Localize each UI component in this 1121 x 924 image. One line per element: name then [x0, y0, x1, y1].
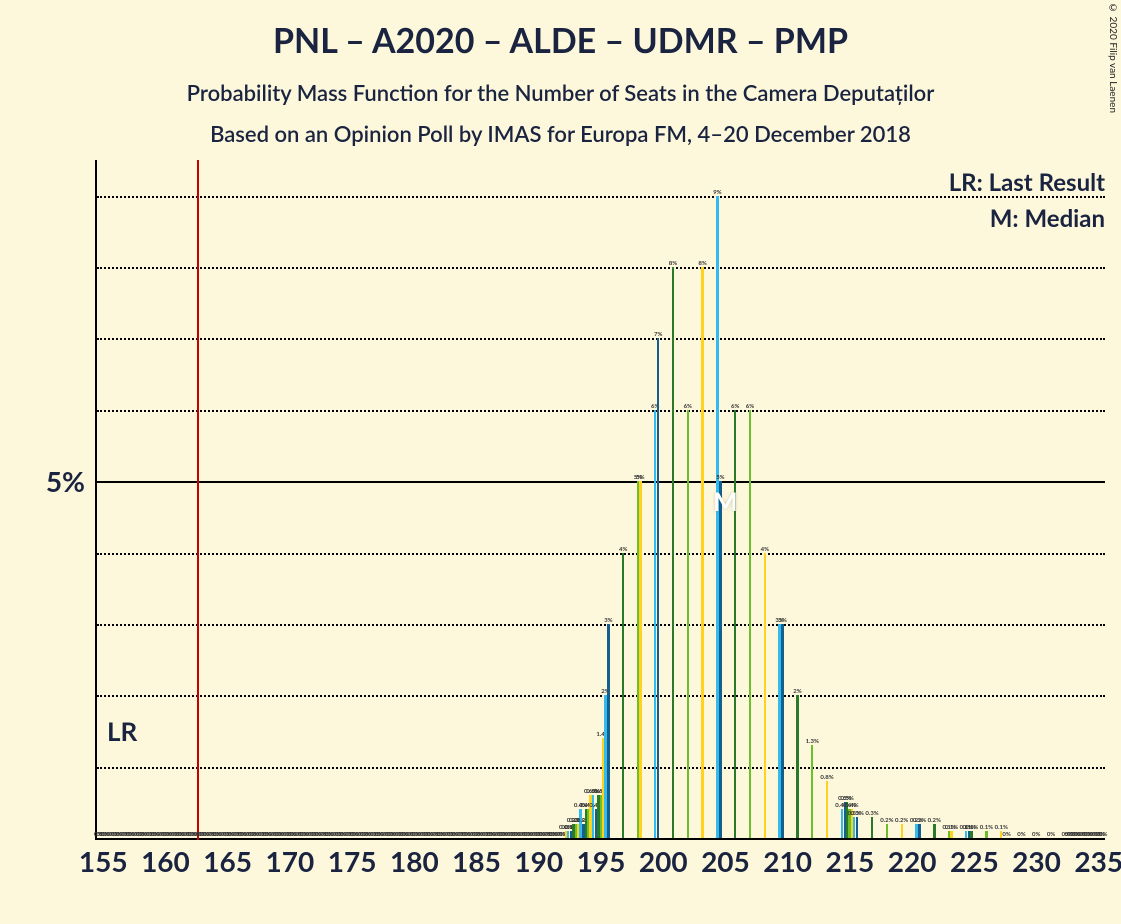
- bar: 0.2%: [933, 824, 935, 838]
- x-tick-label: 215: [826, 844, 875, 878]
- bar-value-label: 4%: [761, 546, 769, 553]
- bar-value-label: 0.2%: [895, 817, 908, 824]
- bar-value-label: 5%: [716, 474, 724, 481]
- bar-value-label: 0%: [1002, 831, 1010, 838]
- bar: 0.1%: [950, 831, 952, 838]
- x-tick-label: 195: [577, 844, 626, 878]
- x-tick-label: 235: [1074, 844, 1121, 878]
- bar: 3%: [607, 624, 609, 838]
- bar-value-label: 6%: [746, 403, 754, 410]
- bar-value-label: 0.3%: [851, 810, 864, 817]
- x-tick-label: 205: [701, 844, 750, 878]
- x-tick-label: 155: [79, 844, 128, 878]
- bar-value-label: 0.1%: [945, 824, 958, 831]
- bar-value-label: 3%: [604, 617, 612, 624]
- bar-value-label: 0.1%: [980, 824, 993, 831]
- bar: 6%: [654, 410, 656, 838]
- x-tick-label: 225: [950, 844, 999, 878]
- bar: 0.2%: [886, 824, 888, 838]
- bar: 6%: [749, 410, 751, 838]
- bar: 1.3%: [811, 745, 813, 838]
- bar: 0.2%: [918, 824, 920, 838]
- bar: 6%: [734, 410, 736, 838]
- bar: 4%: [764, 553, 766, 838]
- chart-root: © 2020 Filip van Laenen PNL – A2020 – AL…: [0, 0, 1121, 924]
- bar: 0.8%: [826, 781, 828, 838]
- x-tick-label: 160: [141, 844, 190, 878]
- x-tick-label: 230: [1012, 844, 1061, 878]
- bar: 0.1%: [985, 831, 987, 838]
- x-tick-label: 175: [328, 844, 377, 878]
- bar-value-label: 0.1%: [995, 824, 1008, 831]
- chart-subtitle-1: Probability Mass Function for the Number…: [0, 79, 1121, 106]
- bar-value-label: 6%: [684, 403, 692, 410]
- bar-value-label: 0.8%: [820, 774, 833, 781]
- bar-value-label: 1.3%: [806, 738, 819, 745]
- x-tick-label: 220: [888, 844, 937, 878]
- bar: 6%: [687, 410, 689, 838]
- chart-subtitle-2: Based on an Opinion Poll by IMAS for Eur…: [0, 120, 1121, 147]
- bar-value-label: 0%: [1047, 831, 1055, 838]
- bar: 5%: [719, 481, 721, 838]
- chart-title: PNL – A2020 – ALDE – UDMR – PMP: [0, 20, 1121, 61]
- bar-value-label: 0.3%: [865, 810, 878, 817]
- bar-value-label: 4%: [619, 546, 627, 553]
- bar-value-label: 7%: [654, 331, 662, 338]
- bar: 4%: [622, 553, 624, 838]
- bar-value-label: 0%: [1099, 831, 1107, 838]
- bar: 2%: [796, 695, 798, 838]
- x-tick-label: 180: [390, 844, 439, 878]
- bar: 3%: [781, 624, 783, 838]
- plot-area: LR 0%0%0%0%0%0%0%0%0%0%0%0%0%0%0%0%0%0%0…: [95, 160, 1105, 840]
- x-tick-label: 170: [266, 844, 315, 878]
- bar-value-label: 0%: [1017, 831, 1025, 838]
- bars-layer: 0%0%0%0%0%0%0%0%0%0%0%0%0%0%0%0%0%0%0%0%…: [97, 160, 1105, 838]
- bar-value-label: 0.2%: [928, 817, 941, 824]
- bar-value-label: 0.5%: [841, 795, 854, 802]
- bar-value-label: 8%: [669, 260, 677, 267]
- bar-value-label: 0.1%: [965, 824, 978, 831]
- x-tick-label: 210: [763, 844, 812, 878]
- bar-value-label: 6%: [731, 403, 739, 410]
- bar: 8%: [701, 267, 703, 838]
- x-tick-label: 200: [639, 844, 688, 878]
- bar-value-label: 0%: [1032, 831, 1040, 838]
- bar-value-label: 5%: [636, 474, 644, 481]
- bar-value-label: 9%: [713, 189, 721, 196]
- x-tick-label: 190: [514, 844, 563, 878]
- x-tick-label: 165: [203, 844, 252, 878]
- bar-value-label: 2%: [793, 688, 801, 695]
- median-label: M: [713, 485, 738, 517]
- y-tick-label: 5%: [46, 464, 85, 498]
- bar-value-label: 3%: [778, 617, 786, 624]
- bar: 0.3%: [871, 817, 873, 838]
- bar-value-label: 8%: [698, 260, 706, 267]
- bar-value-label: 0.4%: [845, 802, 858, 809]
- bar: 8%: [672, 267, 674, 838]
- x-axis: [95, 838, 1105, 840]
- legend-entry: M: Median: [990, 204, 1105, 233]
- bar: 5%: [639, 481, 641, 838]
- bar: 0.2%: [901, 824, 903, 838]
- bar: 7%: [657, 338, 659, 838]
- legend-entry: LR: Last Result: [949, 168, 1105, 197]
- x-tick-labels: 1551601651701751801851901952002052102152…: [95, 844, 1105, 894]
- titles: PNL – A2020 – ALDE – UDMR – PMP Probabil…: [0, 14, 1121, 147]
- bar: 0.3%: [856, 817, 858, 838]
- bar: 0.3%: [853, 817, 855, 838]
- bar-value-label: 0.2%: [880, 817, 893, 824]
- bar-value-label: 0.2%: [913, 817, 926, 824]
- x-tick-label: 185: [452, 844, 501, 878]
- bar: 0.1%: [965, 831, 967, 838]
- bar: 0.1%: [970, 831, 972, 838]
